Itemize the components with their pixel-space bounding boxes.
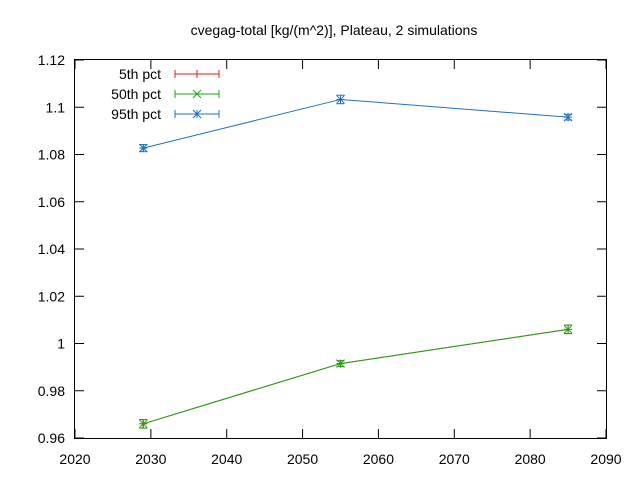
x-tick-label: 2090 xyxy=(590,451,621,467)
data-point-marker xyxy=(138,419,148,429)
series-line xyxy=(143,98,569,149)
y-tick-label: 1.04 xyxy=(38,241,65,257)
y-tick-label: 1.12 xyxy=(38,52,65,68)
series-2 xyxy=(138,94,573,153)
data-point-marker xyxy=(192,89,202,99)
series-line xyxy=(143,328,569,425)
data-point-marker xyxy=(138,143,148,153)
y-tick-label: 1.1 xyxy=(46,99,66,115)
x-tick-label: 2060 xyxy=(363,451,394,467)
series-line xyxy=(143,328,569,425)
legend-entry: 95th pct xyxy=(111,106,220,122)
legend: 5th pct 50th pct 95th pct xyxy=(111,66,220,122)
data-point-marker xyxy=(563,324,573,334)
y-tick-label: 1.06 xyxy=(38,194,65,210)
plot-frame xyxy=(74,59,607,439)
series-layer xyxy=(138,94,573,429)
x-tick-label: 2070 xyxy=(439,451,470,467)
y-tick-label: 0.96 xyxy=(38,430,65,446)
series-0 xyxy=(139,324,573,429)
legend-entry: 50th pct xyxy=(111,86,220,102)
axis-ticks: 2020 2030 2040 2050 2060 2070 2080 2090 0.96 0.98… xyxy=(38,52,622,467)
data-point-marker xyxy=(563,112,573,122)
y-tick-label: 1 xyxy=(57,336,65,352)
y-tick-label: 0.98 xyxy=(38,383,65,399)
y-tick-label: 1.08 xyxy=(38,147,65,163)
x-tick-label: 2050 xyxy=(287,451,318,467)
data-point-marker xyxy=(336,359,345,368)
legend-entry: 5th pct xyxy=(119,66,220,82)
x-tick-label: 2020 xyxy=(59,451,90,467)
data-point-marker xyxy=(192,109,202,119)
chart-title: cvegag-total [kg/(m^2)], Plateau, 2 simu… xyxy=(191,22,478,38)
legend-label: 50th pct xyxy=(111,86,161,102)
legend-label: 95th pct xyxy=(111,106,161,122)
legend-label: 5th pct xyxy=(119,66,161,82)
x-tick-label: 2040 xyxy=(211,451,242,467)
x-tick-label: 2080 xyxy=(515,451,546,467)
series-1 xyxy=(138,324,573,429)
data-point-marker xyxy=(193,70,201,78)
x-tick-label: 2030 xyxy=(135,451,166,467)
y-tick-label: 1.02 xyxy=(38,288,65,304)
data-point-marker xyxy=(336,95,345,104)
